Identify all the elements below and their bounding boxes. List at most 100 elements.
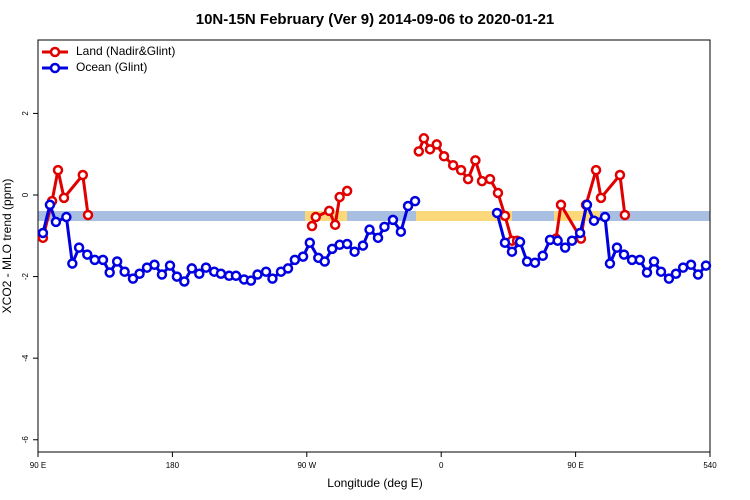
data-point [372,232,384,244]
data-point [179,276,190,287]
data-point [260,266,272,277]
data-point [634,254,646,266]
x-tick-label: 90 E [30,461,46,470]
data-point [552,235,563,246]
data-point [447,159,459,171]
data-point [334,191,345,203]
data-point [44,199,56,211]
data-point [484,173,496,185]
data-point [529,257,541,268]
x-axis-label: Longitude (deg E) [327,476,422,490]
data-point [282,263,294,274]
data-point [566,235,578,246]
data-point [614,169,626,181]
data-point [685,259,697,271]
y-tick-label: -6 [21,436,30,444]
data-point [599,211,611,223]
data-point [357,240,369,251]
data-point [455,164,467,176]
data-point [387,214,399,226]
data-point [491,207,503,219]
data-point [119,266,130,277]
data-point [267,273,278,284]
data-point [104,267,115,278]
data-point [37,227,49,239]
legend-label: Land (Nadir&Glint) [76,44,175,58]
data-point [310,211,322,223]
data-point [82,249,93,260]
series-line [41,134,627,244]
data-point [306,220,318,232]
data-point [514,236,526,248]
data-point [670,268,682,279]
data-point [289,254,301,266]
land-band [416,211,512,221]
data-point [413,146,425,157]
legend-marker [49,46,61,58]
x-tick-label: 90 E [567,461,583,470]
data-point [149,259,160,271]
data-point [395,226,407,237]
data-point [215,268,227,279]
data-point [588,215,600,226]
data-point [537,250,548,262]
data-point [230,270,242,282]
data-point [506,246,518,257]
data-point [58,192,70,204]
y-tick-label: -4 [21,354,30,362]
y-tick-label: 2 [21,111,30,116]
y-axis-label: XCO2 - MLO trend (ppm) [0,179,14,314]
data-point [402,200,414,212]
chart-title: 10N-15N February (Ver 9) 2014-09-06 to 2… [196,11,555,28]
data-point [555,199,567,211]
data-point [134,268,145,279]
data-point [431,139,442,150]
land-band [305,211,347,221]
y-tick-label: 0 [21,192,30,197]
data-point [329,219,341,231]
data-point [127,273,139,284]
data-point [194,268,205,279]
y-tick-label: -2 [21,272,30,280]
data-point [67,258,78,269]
land-band [554,211,600,221]
data-point [418,133,430,144]
data-point [52,164,64,176]
data-point [50,216,62,228]
data-point [61,211,72,223]
x-tick-label: 90 W [297,461,316,470]
data-point [77,169,89,181]
data-point [574,227,586,239]
data-point [581,199,593,211]
data-point [462,173,474,185]
data-point [164,260,176,271]
data-point [470,155,481,166]
x-tick-label: 540 [703,461,717,470]
data-point [245,275,257,286]
data-point [692,269,704,280]
data-point [73,242,85,253]
data-point [89,254,100,266]
data-point [618,249,630,260]
data-point [323,205,335,217]
data-point [297,251,309,262]
data-point [595,192,607,204]
coverage-band [38,211,710,221]
data-point [341,185,353,197]
data-point [409,195,421,207]
data-point [521,256,533,267]
data-point [604,258,616,269]
data-point [97,254,109,266]
data-point [663,273,675,284]
data-point [156,269,168,280]
data-point [186,263,198,274]
data-point [499,237,511,248]
data-point [349,246,360,257]
data-point [590,164,602,176]
data-point [341,238,353,250]
data-point [424,144,436,155]
data-point [559,242,571,253]
data-point [655,266,667,277]
legend-label: Ocean (Glint) [76,60,147,74]
data-point [700,260,712,271]
